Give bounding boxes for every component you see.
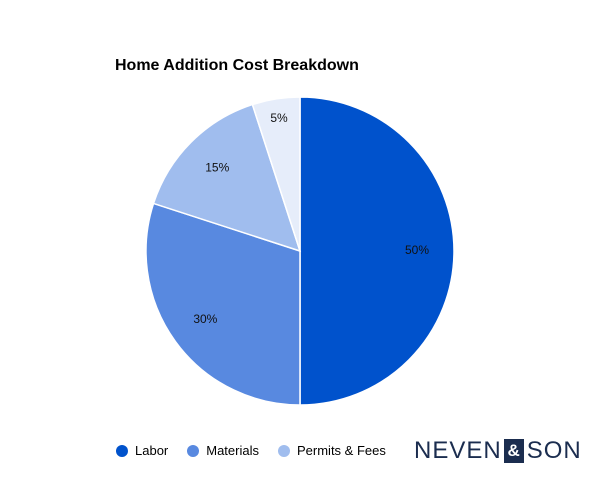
pie-slice-labor[interactable] [299, 96, 455, 406]
pie-label-materials: 30% [193, 312, 217, 326]
legend-label-labor: Labor [135, 443, 169, 458]
pie-slice-materials[interactable] [145, 202, 301, 406]
chart-title: Home Addition Cost Breakdown [115, 57, 359, 74]
legend-item-materials[interactable]: Materials [187, 443, 259, 458]
pie-slice-other[interactable] [251, 96, 301, 252]
pie-slice-permits-fees[interactable] [152, 103, 302, 253]
pie-label-other: 5% [270, 111, 288, 125]
brand-ampersand-mark: & [503, 439, 524, 463]
brand-right: SON [526, 437, 582, 464]
legend-item-permits-fees[interactable]: Permits & Fees [278, 443, 386, 458]
pie-slices [145, 96, 455, 406]
legend-swatch-labor [116, 444, 128, 457]
legend-swatch-materials [187, 444, 200, 457]
legend-label-materials: Materials [206, 443, 259, 458]
pie-label-labor: 50% [405, 243, 429, 257]
pie-labels: 50% 30% 15% 5% [193, 111, 429, 326]
brand-logo: NEVEN & SON [414, 437, 582, 465]
legend-label-permits-fees: Permits & Fees [297, 443, 386, 458]
legend: Labor Materials Permits & Fees [116, 443, 405, 458]
brand-left: NEVEN [414, 437, 502, 464]
legend-swatch-permits-fees [278, 444, 290, 457]
pie-label-permits-fees: 15% [205, 160, 229, 174]
legend-item-labor[interactable]: Labor [116, 443, 168, 458]
